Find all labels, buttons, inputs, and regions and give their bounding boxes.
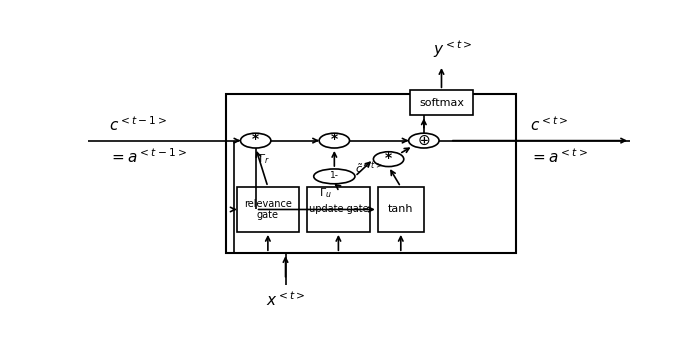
Text: 1-: 1- xyxy=(330,171,339,180)
Text: *: * xyxy=(385,151,392,165)
Text: *: * xyxy=(252,132,259,146)
Circle shape xyxy=(373,152,404,166)
Bar xyxy=(378,187,424,232)
Text: $\Gamma_u$: $\Gamma_u$ xyxy=(318,186,332,200)
Text: $x^{<t>}$: $x^{<t>}$ xyxy=(266,290,305,309)
Text: relevance
gate: relevance gate xyxy=(244,199,292,220)
Bar xyxy=(226,94,516,253)
Text: *: * xyxy=(331,132,338,146)
Text: softmax: softmax xyxy=(419,98,464,108)
Text: $= a^{<t>}$: $= a^{<t>}$ xyxy=(530,147,587,166)
Bar xyxy=(237,187,299,232)
Circle shape xyxy=(409,133,439,148)
Text: tanh: tanh xyxy=(388,204,414,214)
Bar xyxy=(307,187,370,232)
Text: $\tilde{c}^{<t>}$: $\tilde{c}^{<t>}$ xyxy=(355,161,383,176)
Text: $\Gamma_r$: $\Gamma_r$ xyxy=(258,152,270,166)
Circle shape xyxy=(319,133,349,148)
Circle shape xyxy=(241,133,271,148)
Text: $y^{<t>}$: $y^{<t>}$ xyxy=(433,38,472,60)
Text: $\oplus$: $\oplus$ xyxy=(417,133,430,148)
Bar xyxy=(410,90,473,116)
Text: $= a^{<t-1>}$: $= a^{<t-1>}$ xyxy=(109,147,187,166)
Ellipse shape xyxy=(314,169,355,184)
Text: $c^{<t>}$: $c^{<t>}$ xyxy=(530,115,568,134)
Text: update gate: update gate xyxy=(309,204,368,214)
Text: $c^{<t-1>}$: $c^{<t-1>}$ xyxy=(109,115,167,134)
